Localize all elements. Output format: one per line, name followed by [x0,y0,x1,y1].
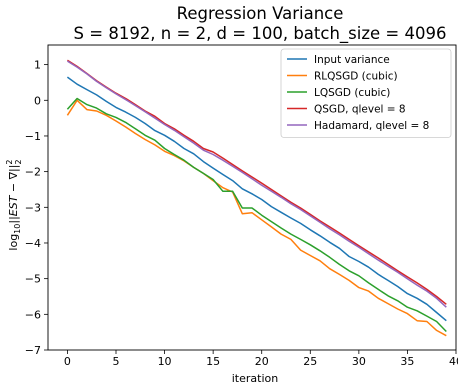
y-axis-label: log10||EST − ∇||22 [5,159,23,250]
x-tick-label: 25 [303,355,317,368]
y-tick-label: −5 [25,273,41,286]
y-tick-label: −2 [25,166,41,179]
y-tick-label: −3 [25,201,41,214]
plot-lines [66,59,447,337]
series-line-3 [67,59,447,305]
legend-label-0: Input variance [314,54,390,66]
x-axis-label: iteration [232,372,278,385]
chart-title-line1: Regression Variance [177,4,344,23]
y-axis-label-subscript: 10 [13,224,22,234]
legend-label-3: QSGD, qlevel = 8 [314,104,406,116]
y-axis-label-body: ||EST − ∇|| [7,165,20,224]
chart-title-line2: S = 8192, n = 2, d = 100, batch_size = 4… [74,24,447,44]
plot-frame [47,44,457,351]
legend-label-2: LQSGD (cubic) [314,87,390,99]
x-tick-label: 10 [158,355,172,368]
x-tick-label: 30 [352,355,366,368]
legend-box [280,48,452,138]
y-tick-label: −1 [25,130,41,143]
series-line-0 [66,76,447,322]
legend-label-4: Hadamard, qlevel = 8 [314,120,429,132]
y-tick-label: −4 [25,237,41,250]
y-tick-label: −6 [25,308,41,321]
series-line-2 [66,97,447,333]
y-axis-ticks: −7 −6 −5 −4 −3 −2 −1 0 1 [25,59,48,357]
x-tick-label: 15 [206,355,220,368]
legend: Input variance RLQSGD (cubic) LQSGD (cubic… [280,48,452,138]
x-tick-label: 35 [400,355,414,368]
y-tick-label: 0 [34,94,41,107]
x-axis-ticks: 0 5 10 15 20 25 30 35 40 [64,350,458,368]
x-tick-label: 0 [64,355,71,368]
legend-label-1: RLQSGD (cubic) [314,71,398,83]
y-tick-label: −7 [25,344,41,357]
x-tick-label: 20 [255,355,269,368]
series-line-4 [67,60,447,308]
series-line-1 [66,99,447,337]
y-axis-label-subscript-2: 2 [14,159,23,164]
y-tick-label: 1 [34,59,41,72]
y-axis-label-prefix: log [7,234,20,251]
x-tick-label: 40 [449,355,458,368]
x-tick-label: 5 [113,355,120,368]
y-axis-label-superscript: 2 [5,159,14,164]
